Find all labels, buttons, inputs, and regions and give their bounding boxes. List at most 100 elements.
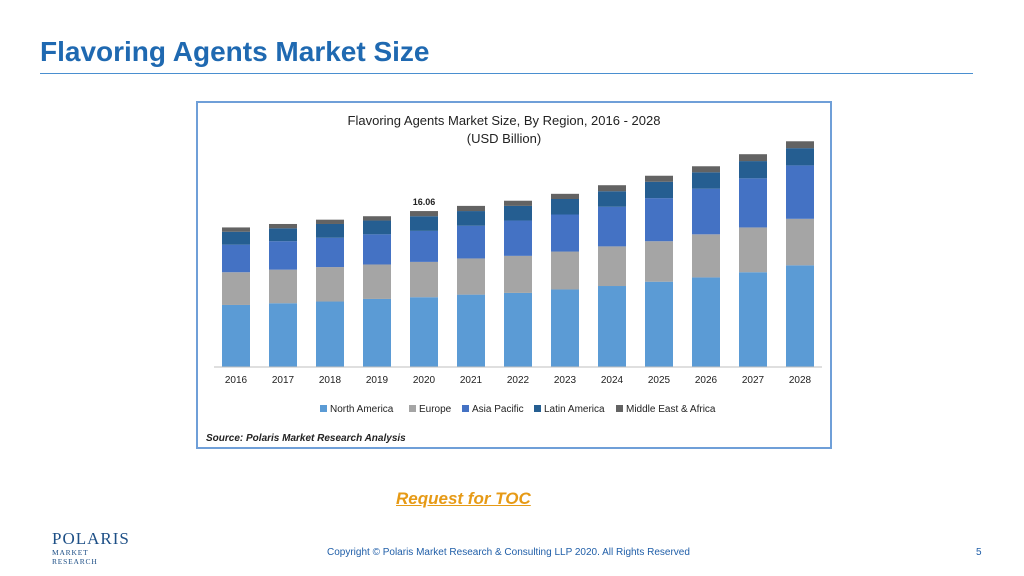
bar-segment-2018-middle-east-africa: [316, 219, 344, 224]
x-tick-label-2016: 2016: [225, 375, 248, 386]
legend-swatch-middle-east-africa: [616, 405, 623, 412]
logo-main-text: POLARIS: [52, 529, 130, 548]
legend-label-asia-pacific: Asia Pacific: [472, 404, 524, 415]
bar-segment-2019-north-america: [363, 298, 391, 367]
legend-swatch-latin-america: [534, 405, 541, 412]
bar-segment-2023-north-america: [551, 289, 579, 367]
bar-segment-2016-europe: [222, 272, 250, 305]
bar-segment-2028-latin-america: [786, 148, 814, 166]
x-tick-label-2022: 2022: [507, 375, 530, 386]
bar-segment-2024-latin-america: [598, 191, 626, 207]
bar-segment-2025-middle-east-africa: [645, 175, 673, 182]
bars-group: 16.06: [222, 141, 814, 367]
legend-label-middle-east-africa: Middle East & Africa: [626, 404, 716, 415]
bar-segment-2027-middle-east-africa: [739, 154, 767, 162]
x-tick-labels: 2016 2017 2018 2019 2020 2021 2022 2023 2024 2025…: [225, 375, 812, 386]
bar-segment-2021-latin-america: [457, 211, 485, 226]
bar-segment-2021-europe: [457, 258, 485, 295]
chart-subtitle: (USD Billion): [467, 131, 541, 146]
x-tick-label-2017: 2017: [272, 375, 295, 386]
legend-swatch-asia-pacific: [462, 405, 469, 412]
bar-segment-2022-europe: [504, 255, 532, 293]
copyright-text: Copyright © Polaris Market Research & Co…: [327, 547, 690, 558]
bar-segment-2027-europe: [739, 227, 767, 273]
chart-frame: Flavoring Agents Market Size, By Region,…: [196, 101, 832, 449]
bar-segment-2018-latin-america: [316, 223, 344, 238]
x-tick-label-2026: 2026: [695, 375, 718, 386]
bar-segment-2016-north-america: [222, 304, 250, 367]
bar-segment-2022-north-america: [504, 292, 532, 367]
bar-segment-2025-europe: [645, 241, 673, 282]
bar-segment-2027-asia-pacific: [739, 178, 767, 228]
logo-sub-text: MARKET RESEARCH: [52, 548, 98, 566]
chart-source: Source: Polaris Market Research Analysis: [206, 433, 406, 444]
bar-segment-2023-asia-pacific: [551, 214, 579, 252]
title-divider: [40, 73, 973, 74]
bar-segment-2021-middle-east-africa: [457, 205, 485, 212]
bar-segment-2024-asia-pacific: [598, 206, 626, 247]
x-tick-label-2020: 2020: [413, 375, 436, 386]
bar-segment-2023-middle-east-africa: [551, 193, 579, 199]
bar-segment-2022-latin-america: [504, 205, 532, 221]
bar-segment-2017-asia-pacific: [269, 241, 297, 270]
bar-segment-2023-europe: [551, 251, 579, 290]
bar-segment-2020-asia-pacific: [410, 230, 438, 262]
bar-segment-2024-europe: [598, 246, 626, 287]
bar-segment-2021-asia-pacific: [457, 225, 485, 259]
bar-segment-2026-middle-east-africa: [692, 166, 720, 173]
legend-swatch-europe: [409, 405, 416, 412]
bar-segment-2027-latin-america: [739, 161, 767, 179]
legend-label-europe: Europe: [419, 404, 452, 415]
bar-segment-2028-europe: [786, 218, 814, 266]
data-label-2020: 16.06: [413, 197, 436, 207]
bar-segment-2019-latin-america: [363, 220, 391, 235]
slide-title: Flavoring Agents Market Size: [40, 36, 430, 67]
x-tick-label-2028: 2028: [789, 375, 812, 386]
x-tick-label-2019: 2019: [366, 375, 389, 386]
x-tick-label-2025: 2025: [648, 375, 671, 386]
bar-segment-2017-latin-america: [269, 228, 297, 242]
request-toc-link[interactable]: Request for TOC: [396, 489, 531, 508]
bar-segment-2017-europe: [269, 269, 297, 304]
bar-segment-2025-latin-america: [645, 181, 673, 199]
bar-segment-2028-asia-pacific: [786, 165, 814, 219]
bar-segment-2026-north-america: [692, 277, 720, 367]
bar-segment-2017-north-america: [269, 303, 297, 367]
polaris-logo: POLARIS MARKET RESEARCH: [52, 529, 132, 567]
bar-segment-2026-latin-america: [692, 172, 720, 189]
bar-segment-2020-europe: [410, 261, 438, 298]
x-tick-label-2023: 2023: [554, 375, 577, 386]
bar-segment-2025-asia-pacific: [645, 198, 673, 242]
bar-segment-2016-asia-pacific: [222, 244, 250, 273]
bar-segment-2020-latin-america: [410, 216, 438, 231]
x-tick-label-2024: 2024: [601, 375, 624, 386]
bar-segment-2018-asia-pacific: [316, 237, 344, 268]
legend-label-latin-america: Latin America: [544, 404, 605, 415]
legend: North America Europe Asia Pacific Latin Ame…: [320, 404, 716, 415]
x-tick-label-2027: 2027: [742, 375, 765, 386]
bar-segment-2022-asia-pacific: [504, 220, 532, 256]
bar-segment-2025-north-america: [645, 281, 673, 367]
bar-segment-2021-north-america: [457, 294, 485, 367]
bar-segment-2023-latin-america: [551, 199, 579, 215]
bar-segment-2016-latin-america: [222, 231, 250, 245]
page-number: 5: [976, 547, 982, 558]
x-tick-label-2018: 2018: [319, 375, 342, 386]
bar-segment-2016-middle-east-africa: [222, 227, 250, 232]
bar-segment-2019-europe: [363, 264, 391, 299]
legend-swatch-north-america: [320, 405, 327, 412]
bar-segment-2018-north-america: [316, 301, 344, 367]
legend-label-north-america: North America: [330, 404, 394, 415]
bar-segment-2017-middle-east-africa: [269, 223, 297, 229]
bar-segment-2026-asia-pacific: [692, 188, 720, 235]
stacked-bar-chart: Flavoring Agents Market Size, By Region,…: [206, 113, 822, 444]
bar-segment-2026-europe: [692, 234, 720, 278]
bar-segment-2019-asia-pacific: [363, 234, 391, 265]
bar-segment-2022-middle-east-africa: [504, 200, 532, 206]
chart-title: Flavoring Agents Market Size, By Region,…: [348, 113, 661, 128]
bar-segment-2018-europe: [316, 267, 344, 302]
bar-segment-2020-north-america: [410, 297, 438, 367]
bar-segment-2024-north-america: [598, 286, 626, 367]
bar-segment-2024-middle-east-africa: [598, 185, 626, 192]
x-tick-label-2021: 2021: [460, 375, 483, 386]
